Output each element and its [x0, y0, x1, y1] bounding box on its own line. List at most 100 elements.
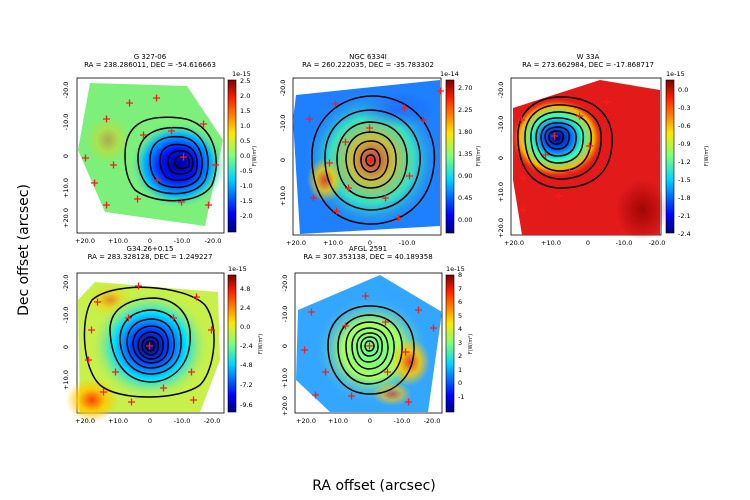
colorbar-tick: -2.1 [678, 212, 691, 220]
x-tick: 0 [368, 239, 372, 247]
contour-set [327, 305, 415, 395]
contour-level [311, 95, 436, 225]
y-tick: -20.0 [279, 80, 287, 97]
panel-title-coords: RA = 307.353138, DEC = 40.189358 [303, 253, 432, 261]
marker [518, 98, 610, 214]
x-tick: +20.0 [296, 417, 316, 425]
contour-level [137, 331, 164, 360]
colorbar-tick: 2.4 [240, 304, 250, 312]
contour-set [311, 95, 436, 225]
contour-level [540, 122, 577, 157]
contour-level [145, 340, 155, 352]
source-markers [301, 292, 437, 406]
colorbar: 1e-15 4.8 2.4 0.0 -2.4 -4.8 -7.2 -9.6 F(… [227, 265, 264, 413]
y-axis-label: Dec offset (arcsec) [16, 184, 32, 316]
colorbar-tick: -2.4 [240, 342, 253, 350]
contour-level [324, 109, 421, 211]
colorbar-ticks: 8 7 6 5 4 3 2 1 0 -1 [458, 271, 464, 401]
colorbar-label: F(W/m²) [468, 334, 474, 354]
colorbar-tick: 4.8 [240, 285, 250, 293]
y-tick: 0 [62, 154, 70, 158]
panel-title-name: NGC 6334I [349, 53, 387, 61]
colorbar-tick: 6 [458, 298, 462, 306]
y-tick: -10.0 [497, 116, 505, 133]
contour-level [337, 314, 403, 385]
contour-level [119, 309, 182, 375]
colorbar-ticks: 2.5 2.0 1.5 1.0 0.5 0.0 -0.5 -1.0 -1.5 -… [240, 77, 253, 220]
contour-level [351, 327, 389, 370]
y-tick: -10.0 [62, 307, 70, 324]
warm-region [390, 338, 430, 386]
x-tick: 0 [368, 417, 372, 425]
contour-level [530, 111, 593, 172]
y-tick: -10.0 [279, 115, 287, 132]
y-axis-ticks: -20.0 -10.0 0 +10.0 [279, 80, 287, 206]
colorbar-label: F(W/m²) [704, 146, 710, 166]
warm-region [372, 382, 412, 406]
colorbar-label: F(W/m²) [476, 146, 482, 166]
colorbar-exponent: 1e-15 [232, 70, 251, 78]
x-tick: -10.0 [399, 239, 416, 247]
contour-level [345, 321, 395, 377]
source-markers [518, 98, 610, 214]
x-tick: +20.0 [75, 237, 95, 245]
colorbar-tick: -1.8 [678, 194, 691, 202]
emission-blob [130, 121, 226, 209]
contour-level [360, 336, 379, 357]
marker [85, 282, 215, 406]
x-tick: -10.0 [174, 237, 191, 245]
colorbar-tick: 2 [458, 352, 462, 360]
contour-level [360, 148, 381, 173]
x-tick: +20.0 [286, 239, 306, 247]
colorbar-tick: 5 [458, 312, 462, 320]
contour-level [149, 135, 203, 189]
panel-title-coords: RA = 238.286011, DEC = -54.616663 [84, 61, 216, 69]
y-tick: +10.0 [62, 178, 70, 198]
contour-level [159, 143, 198, 182]
colorbar-tick: 2.70 [458, 84, 472, 92]
dark-region [616, 180, 668, 240]
colorbar-tick: 0.45 [458, 194, 472, 202]
colorbar-tick: -1 [458, 393, 464, 401]
colorbar-gradient [665, 79, 675, 234]
contour-level [524, 104, 602, 180]
colorbar-gradient [227, 79, 237, 233]
x-tick: +10.0 [541, 239, 561, 247]
y-tick: +10.0 [497, 182, 505, 202]
colorbar-tick: 1.80 [458, 128, 472, 136]
colorbar: 1e-15 2.5 2.0 1.5 1.0 0.5 0.0 -0.5 -1.0 … [227, 70, 258, 233]
y-tick: +10.0 [279, 186, 287, 206]
colorbar-ticks: 2.70 2.25 1.80 1.35 0.90 0.45 0.00 [458, 84, 472, 224]
x-tick: 0 [148, 417, 152, 425]
colorbar-tick: -0.6 [678, 122, 691, 130]
source-markers [85, 282, 215, 406]
colorbar-tick: 2.0 [240, 92, 250, 100]
colorbar-tick: 3 [458, 339, 462, 347]
colorbar-tick: 8 [458, 271, 462, 279]
colorbar-tick: 0.0 [240, 152, 250, 160]
y-tick: -20.0 [281, 275, 289, 292]
panel-w-33a: W 33A RA = 273.662984, DEC = -17.868717 … [497, 53, 710, 247]
contour-level [132, 325, 169, 364]
colorbar: 1e-14 2.70 2.25 1.80 1.35 0.90 0.45 0.00… [440, 70, 482, 234]
panel-title-name: AFGL 2591 [349, 245, 387, 253]
contour-level [126, 318, 175, 369]
panel-ngc-6334i: NGC 6334I RA = 260.222035, DEC = -35.783… [279, 53, 482, 247]
y-axis-ticks: -20.0 -10.0 0 +10.0 +20.0 [497, 82, 505, 238]
contour-level [124, 116, 217, 202]
colorbar-tick: -1.5 [240, 197, 253, 205]
colorbar-label: F(W/m²) [258, 334, 264, 354]
y-tick: 0 [62, 345, 70, 349]
colorbar-tick: -4.8 [240, 361, 253, 369]
colorbar-label: F(W/m²) [252, 146, 258, 166]
y-tick: +10.0 [281, 368, 289, 388]
contour-level [535, 117, 585, 164]
colorbar-tick: 7 [458, 285, 462, 293]
colorbar-tick: 4 [458, 325, 462, 333]
contour-set [124, 116, 217, 202]
colorbar-tick: 0.90 [458, 172, 472, 180]
colorbar-exponent: 1e-15 [666, 70, 685, 78]
colorbar: 1e-15 0.0 -0.3 -0.6 -0.9 -1.2 -1.5 -1.8 … [665, 70, 710, 238]
y-axis-ticks: -20.0 -10.0 0 +10.0 +20.0 [281, 275, 289, 416]
